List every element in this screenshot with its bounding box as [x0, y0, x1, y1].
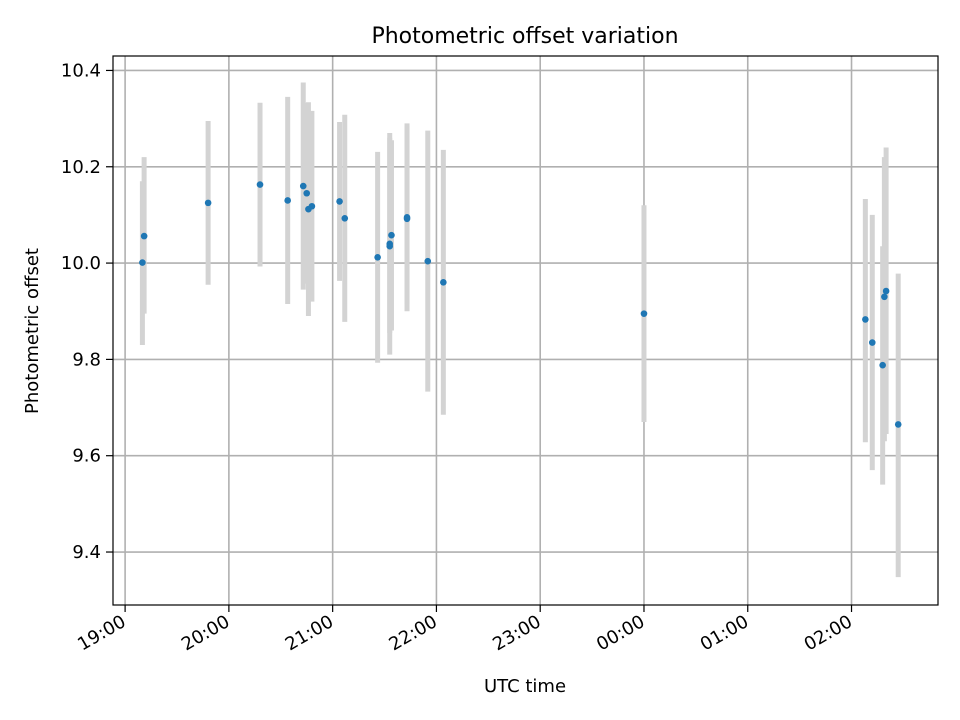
data-point [139, 259, 146, 266]
data-point [882, 287, 890, 295]
data-point [388, 231, 395, 239]
y-axis-label: Photometric offset [22, 248, 43, 414]
data-point [341, 214, 349, 222]
y-tick-label: 10.4 [61, 60, 101, 81]
y-tick-label: 9.6 [72, 446, 101, 467]
y-tick-label: 10.0 [61, 253, 101, 274]
data-point [303, 189, 311, 197]
data-point [299, 182, 307, 190]
y-tick-label: 9.4 [72, 542, 101, 563]
x-axis-label: UTC time [484, 676, 566, 697]
data-point [284, 197, 291, 204]
data-point [894, 421, 902, 428]
data-point [868, 339, 876, 346]
data-point [881, 293, 888, 301]
data-point [256, 181, 264, 188]
data-point [336, 198, 343, 205]
plot-frame [112, 55, 939, 606]
y-tick-label: 9.8 [72, 349, 101, 370]
data-point [424, 257, 432, 265]
data-point [862, 316, 869, 323]
data-point [140, 232, 148, 240]
y-tick-label: 10.2 [61, 157, 101, 178]
data-point [879, 361, 886, 369]
data-point [403, 215, 411, 223]
data-point [440, 279, 447, 286]
y-axis-ticks: 9.4 9.6 9.8 10.0 10.2 10.4 [61, 60, 113, 563]
grid [113, 56, 938, 605]
data-points [139, 181, 902, 428]
data-point [308, 202, 316, 210]
chart-title: Photometric offset variation [371, 24, 678, 49]
data-point [374, 253, 381, 261]
data-point [386, 242, 394, 250]
data-point [204, 199, 212, 207]
data-point [640, 310, 648, 317]
